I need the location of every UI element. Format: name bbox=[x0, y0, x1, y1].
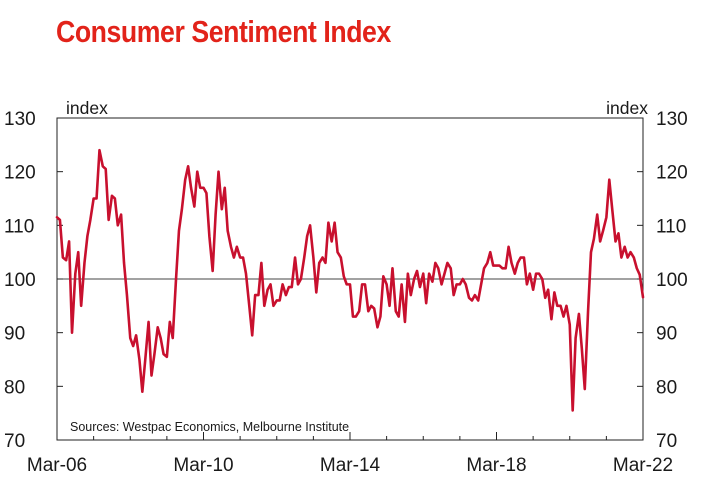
y-tick-label-right: 130 bbox=[656, 109, 688, 130]
y-tick-label-left: 130 bbox=[4, 109, 36, 130]
source-note: Sources: Westpac Economics, Melbourne In… bbox=[70, 420, 349, 434]
y-tick-label-right: 110 bbox=[656, 216, 686, 237]
x-tick-label: Mar-22 bbox=[613, 455, 673, 476]
x-tick-label: Mar-18 bbox=[466, 455, 526, 476]
y-tick-label-right: 80 bbox=[656, 377, 677, 398]
y-tick-label-right: 100 bbox=[656, 270, 688, 291]
y-tick-label-left: 80 bbox=[4, 377, 25, 398]
series-group bbox=[55, 148, 645, 412]
axis-ticks: 70 70 80 80 90 90 100 100 110 110 120 120 130 130 Mar-… bbox=[4, 109, 688, 476]
chart-title: Consumer Sentiment Index bbox=[56, 14, 391, 49]
x-tick-label: Mar-10 bbox=[173, 455, 233, 476]
x-tick-label: Mar-14 bbox=[320, 455, 381, 476]
x-tick-label: Mar-06 bbox=[27, 455, 87, 476]
y-gridlines bbox=[56, 117, 644, 441]
y-axis-label-right: index bbox=[606, 98, 648, 118]
y-axis-label-left: index bbox=[66, 98, 108, 118]
y-tick-label-right: 90 bbox=[656, 324, 677, 345]
y-tick-label-left: 70 bbox=[4, 431, 25, 452]
y-tick-label-left: 120 bbox=[4, 163, 36, 184]
y-tick-label-right: 120 bbox=[656, 163, 688, 184]
y-tick-label-right: 70 bbox=[656, 431, 677, 452]
y-tick-label-left: 90 bbox=[4, 324, 25, 345]
series-line bbox=[55, 148, 645, 412]
y-tick-label-left: 110 bbox=[4, 216, 34, 237]
y-tick-label-left: 100 bbox=[4, 270, 36, 291]
